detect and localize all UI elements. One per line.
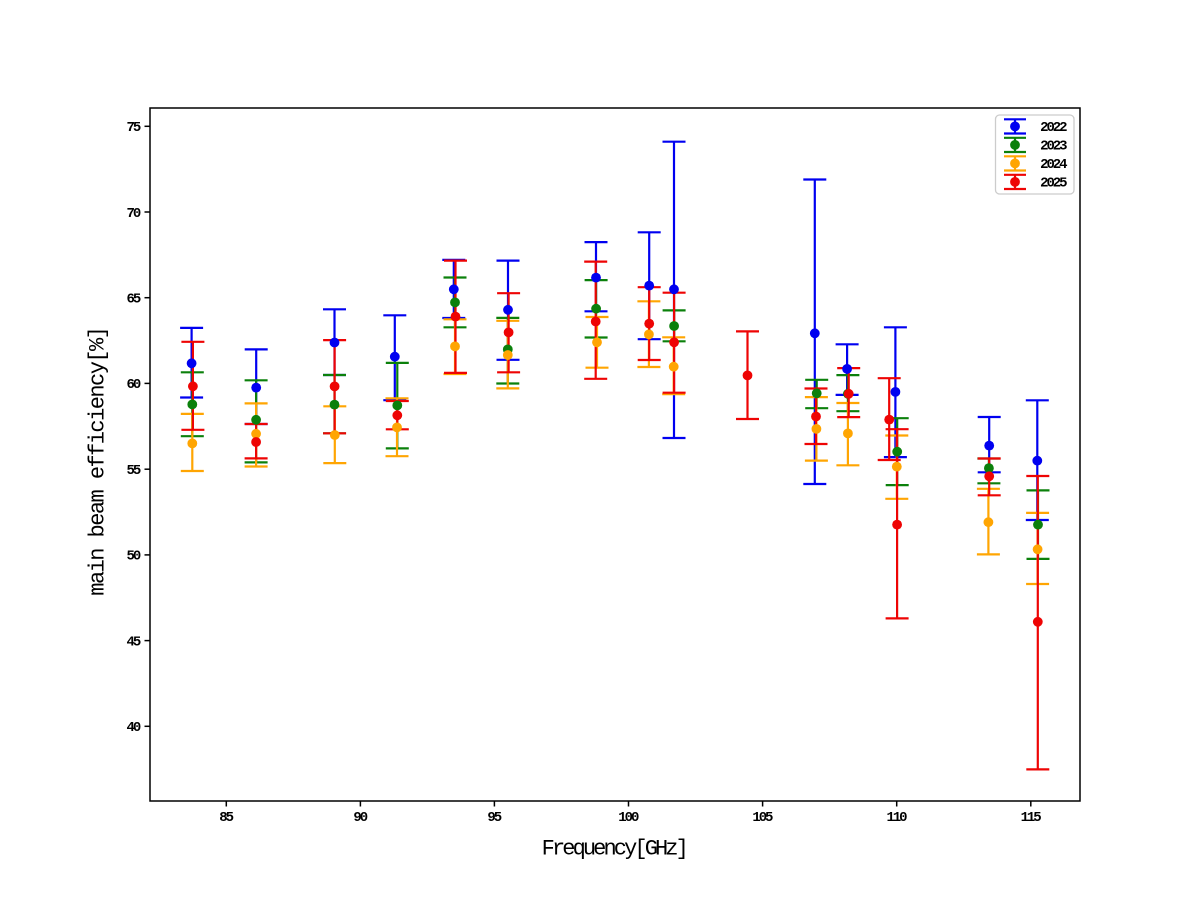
svg-text:45: 45	[126, 634, 140, 650]
svg-text:2023: 2023	[1040, 139, 1067, 155]
svg-text:110: 110	[886, 810, 907, 826]
svg-text:55: 55	[126, 463, 140, 479]
svg-text:2024: 2024	[1040, 157, 1067, 173]
svg-text:2025: 2025	[1040, 176, 1067, 192]
svg-text:85: 85	[219, 810, 233, 826]
svg-text:65: 65	[126, 292, 140, 308]
svg-text:105: 105	[752, 810, 773, 826]
svg-text:95: 95	[487, 810, 501, 826]
svg-text:40: 40	[126, 720, 140, 736]
svg-text:70: 70	[126, 206, 140, 222]
svg-text:75: 75	[126, 120, 140, 136]
svg-text:100: 100	[618, 810, 639, 826]
svg-text:90: 90	[353, 810, 367, 826]
svg-text:50: 50	[126, 549, 140, 565]
svg-text:2022: 2022	[1040, 120, 1067, 136]
svg-text:60: 60	[126, 377, 140, 393]
svg-text:main beam efficiency[%]: main beam efficiency[%]	[86, 328, 111, 596]
svg-text:115: 115	[1021, 810, 1042, 826]
svg-text:Frequency[GHz]: Frequency[GHz]	[542, 837, 686, 862]
